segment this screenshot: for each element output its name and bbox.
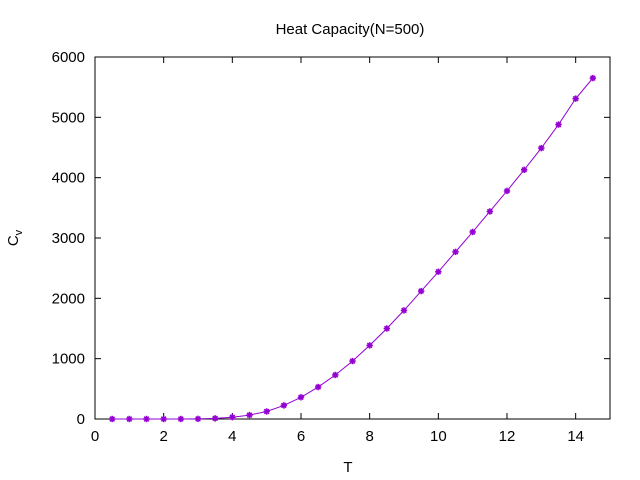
data-point	[263, 408, 270, 415]
y-tick-label: 5000	[52, 109, 85, 126]
y-tick-label: 6000	[52, 49, 85, 66]
plot-frame	[94, 56, 611, 420]
y-axis-label-subscript: v	[13, 229, 25, 235]
y-axis: 0 1000 2000 3000 4000 5000 6000	[52, 49, 610, 428]
x-axis-label: T	[343, 459, 352, 476]
data-point	[417, 287, 425, 295]
data-point	[108, 415, 116, 423]
x-tick-label: 12	[499, 428, 516, 445]
y-tick-label: 2000	[52, 290, 85, 307]
data-point	[486, 208, 494, 215]
x-tick-label: 4	[228, 428, 236, 445]
data-point	[520, 166, 528, 174]
x-axis: 0 2 4 6 8 10 12 14	[91, 57, 584, 445]
series-line	[112, 77, 594, 420]
x-tick-label: 10	[430, 428, 447, 445]
x-tick-label: 2	[159, 428, 167, 445]
data-point	[538, 144, 545, 152]
chart-title: Heat Capacity(N=500)	[276, 21, 425, 38]
data-point	[160, 415, 167, 423]
y-tick-label: 0	[77, 411, 85, 428]
data-point	[503, 187, 511, 195]
y-tick-label: 4000	[52, 170, 85, 187]
data-point	[211, 415, 219, 422]
data-point	[555, 121, 562, 128]
data-point	[435, 268, 442, 275]
data-point	[246, 411, 253, 419]
y-axis-label: Cv	[5, 229, 25, 246]
data-point	[229, 413, 236, 421]
x-tick-label: 8	[365, 428, 373, 445]
data-point	[332, 371, 339, 379]
x-tick-label: 14	[567, 428, 584, 445]
data-point	[280, 402, 288, 409]
x-tick-label: 0	[91, 428, 99, 445]
data-point	[383, 325, 391, 332]
svg-text:Cv: Cv	[5, 229, 25, 246]
data-point	[297, 394, 305, 401]
x-tick-label: 6	[297, 428, 305, 445]
data-point	[400, 307, 408, 314]
data-point	[589, 74, 597, 82]
y-tick-label: 1000	[52, 351, 85, 368]
y-tick-label: 3000	[52, 230, 85, 247]
series-layer	[108, 74, 597, 423]
data-point	[469, 228, 476, 236]
data-point	[314, 383, 322, 391]
y-axis-label-main: C	[5, 235, 22, 246]
data-point	[572, 95, 579, 102]
data-point	[452, 248, 459, 256]
data-point	[177, 415, 185, 423]
data-point	[126, 415, 133, 423]
data-point	[349, 357, 356, 365]
data-point	[194, 415, 202, 423]
data-point	[366, 342, 373, 349]
data-point	[143, 415, 150, 423]
